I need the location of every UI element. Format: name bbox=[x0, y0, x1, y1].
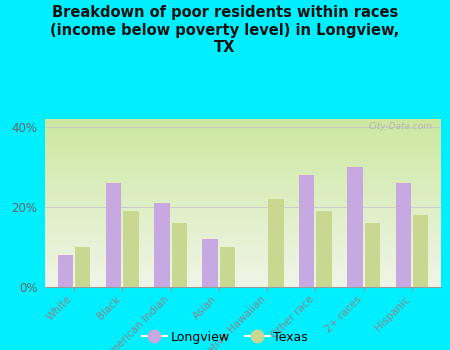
Bar bbox=[316, 211, 332, 287]
Bar bbox=[396, 183, 411, 287]
Text: Breakdown of poor residents within races
(income below poverty level) in Longvie: Breakdown of poor residents within races… bbox=[50, 5, 400, 55]
Bar bbox=[75, 247, 90, 287]
Bar bbox=[106, 183, 122, 287]
Bar bbox=[202, 239, 218, 287]
Bar bbox=[154, 203, 170, 287]
Bar bbox=[220, 247, 235, 287]
Bar bbox=[268, 199, 284, 287]
Legend: Longview, Texas: Longview, Texas bbox=[142, 331, 308, 344]
Bar bbox=[413, 215, 428, 287]
Text: City-Data.com: City-Data.com bbox=[369, 122, 433, 131]
Bar bbox=[123, 211, 139, 287]
Bar bbox=[347, 167, 363, 287]
Bar bbox=[299, 175, 315, 287]
Bar bbox=[58, 255, 73, 287]
Bar bbox=[171, 223, 187, 287]
Bar bbox=[364, 223, 380, 287]
